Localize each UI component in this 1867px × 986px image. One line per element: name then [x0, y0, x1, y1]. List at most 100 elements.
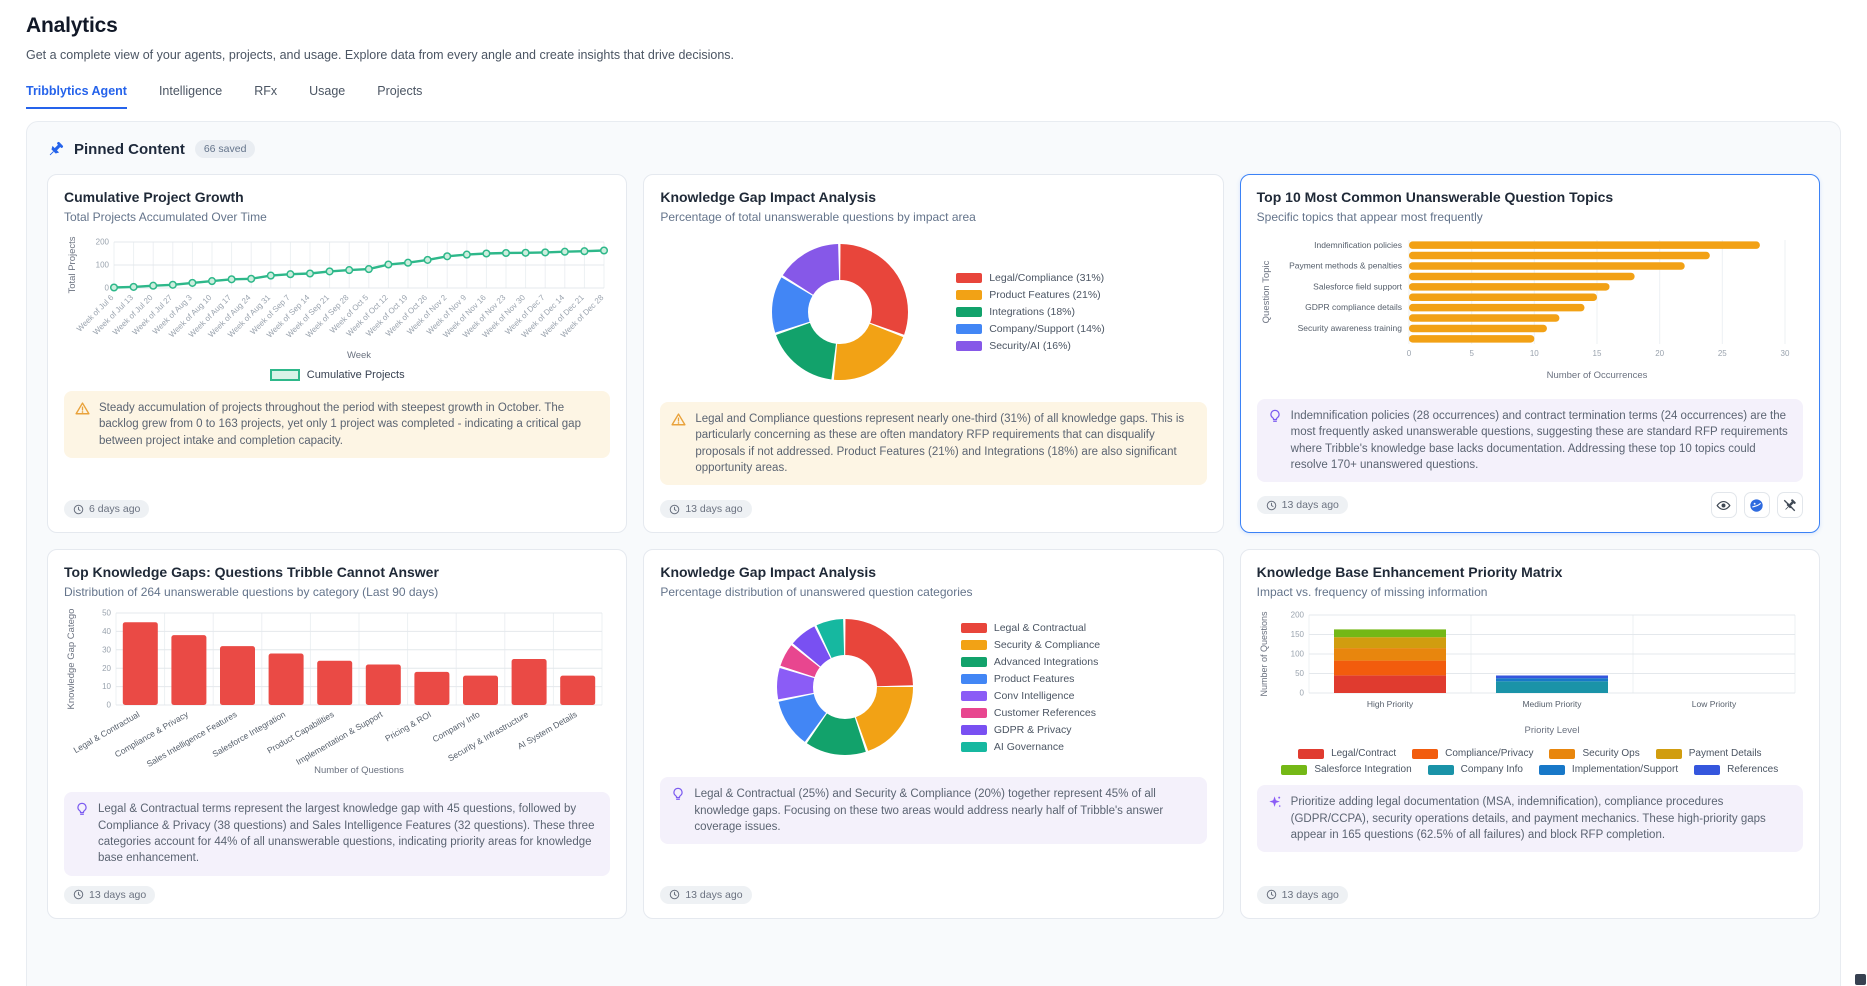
- clock-icon: [670, 504, 680, 515]
- card-subtitle: Percentage distribution of unanswered qu…: [660, 585, 973, 600]
- legend-label: Conv Intelligence: [993, 689, 1075, 702]
- insight-box: Prioritize adding legal documentation (M…: [1256, 785, 1803, 853]
- chart-legend: Legal/Contract Compliance/Privacy Security…: [1270, 748, 1790, 775]
- card-top-10-unanswerable-topics[interactable]: Top 10 Most Common Unanswerable Question…: [1239, 174, 1820, 534]
- legend-label: AI Governance: [993, 740, 1064, 753]
- card-knowledge-gap-impact-analysis-2[interactable]: Knowledge Gap Impact Analysis Percentage…: [643, 549, 1224, 919]
- clock-icon: [1266, 500, 1276, 511]
- timestamp-text: 13 days ago: [1281, 888, 1339, 901]
- pinned-content-panel: Pinned Content 66 saved Cumulative Proje…: [26, 121, 1841, 986]
- legend-label: Advanced Integrations: [993, 655, 1099, 668]
- insight-box: Indemnification policies (28 occurrences…: [1256, 399, 1803, 483]
- svg-text:20: 20: [1655, 349, 1664, 358]
- legend-item: Implementation/Support: [1538, 764, 1678, 775]
- tab-projects[interactable]: Projects: [377, 84, 423, 98]
- card-knowledge-gap-impact-analysis[interactable]: Knowledge Gap Impact Analysis Percentage…: [643, 174, 1224, 534]
- tab-tribblytics-agent[interactable]: Tribblytics Agent: [26, 84, 127, 109]
- bar-chart: 0 10 20 30 40 50 Legal & Contractual Compliance…: [64, 607, 610, 782]
- svg-text:20: 20: [102, 664, 111, 673]
- svg-text:Total Projects: Total Projects: [67, 236, 78, 293]
- card-cumulative-project-growth[interactable]: Cumulative Project Growth Total Projects…: [47, 174, 628, 534]
- svg-text:0: 0: [1299, 689, 1304, 698]
- legend-label: Payment Details: [1688, 748, 1762, 760]
- insight-text: Prioritize adding legal documentation (M…: [1290, 796, 1766, 841]
- legend-label: Product Features (21%): [989, 289, 1101, 301]
- legend-swatch: [956, 324, 983, 334]
- chart-legend: Cumulative Projects: [64, 369, 610, 381]
- warning-icon: [75, 401, 90, 449]
- svg-text:200: 200: [1290, 611, 1304, 620]
- lightbulb-icon: [671, 787, 685, 835]
- card-title: Top Knowledge Gaps: Questions Tribble Ca…: [64, 564, 439, 581]
- legend-swatch: [956, 273, 983, 283]
- pinned-cards-grid: Cumulative Project Growth Total Projects…: [47, 174, 1820, 919]
- card-top-knowledge-gaps[interactable]: Top Knowledge Gaps: Questions Tribble Ca…: [47, 549, 628, 919]
- tab-usage[interactable]: Usage: [309, 84, 346, 98]
- timestamp-text: 13 days ago: [89, 888, 147, 901]
- view-button[interactable]: [1710, 492, 1737, 519]
- insight-box: Legal & Contractual (25%) and Security &…: [660, 777, 1207, 845]
- svg-text:Medium Priority: Medium Priority: [1522, 699, 1582, 709]
- tab-rfx[interactable]: RFx: [254, 84, 278, 98]
- legend-swatch: [1538, 764, 1565, 775]
- unpin-icon: [1784, 499, 1797, 512]
- legend-swatch: [960, 622, 987, 633]
- warning-icon: [671, 412, 686, 476]
- legend-swatch: [956, 307, 983, 317]
- svg-text:100: 100: [1290, 650, 1304, 659]
- svg-text:5: 5: [1469, 349, 1474, 358]
- card-priority-matrix[interactable]: Knowledge Base Enhancement Priority Matr…: [1239, 549, 1820, 919]
- stacked-bar-chart: 0 50 100 150 200 High Priority Medium Priority…: [1257, 607, 1803, 775]
- legend-swatch: [960, 724, 987, 735]
- timestamp-text: 6 days ago: [89, 503, 141, 516]
- legend-item: Security & Compliance: [960, 639, 1100, 651]
- legend-swatch: [960, 707, 987, 718]
- legend-item: Advanced Integrations: [960, 655, 1100, 668]
- unpin-button[interactable]: [1776, 492, 1803, 519]
- svg-text:40: 40: [102, 627, 111, 636]
- card-subtitle: Percentage of total unanswerable questio…: [660, 210, 976, 224]
- tab-intelligence[interactable]: Intelligence: [158, 84, 223, 98]
- svg-text:Priority Level: Priority Level: [1524, 725, 1579, 735]
- timestamp-badge: 13 days ago: [64, 885, 156, 904]
- card-footer: 13 days ago: [1256, 482, 1803, 519]
- svg-text:10: 10: [102, 683, 111, 692]
- card-title: Knowledge Gap Impact Analysis: [660, 189, 877, 205]
- svg-text:GDPR compliance details: GDPR compliance details: [1305, 302, 1402, 312]
- timestamp-text: 13 days ago: [685, 888, 743, 901]
- timestamp-badge: 13 days ago: [1256, 885, 1348, 904]
- svg-text:10: 10: [1530, 349, 1539, 358]
- svg-text:25: 25: [1718, 349, 1727, 358]
- svg-text:50: 50: [102, 609, 111, 618]
- card-footer: 13 days ago: [660, 490, 1206, 519]
- timestamp-text: 13 days ago: [685, 503, 743, 516]
- svg-text:200: 200: [96, 238, 110, 247]
- legend-item: Legal/Contract: [1298, 748, 1396, 759]
- svg-text:Salesforce field support: Salesforce field support: [1313, 281, 1402, 291]
- legend-swatch: [956, 341, 983, 351]
- legend-item: Security/AI (16%): [956, 340, 1105, 352]
- card-actions: [1710, 492, 1803, 519]
- pin-icon: [49, 141, 64, 155]
- insight-box: Legal and Compliance questions represent…: [660, 402, 1207, 486]
- agent-button[interactable]: [1743, 492, 1770, 519]
- legend-item: Company/Support (14%): [956, 323, 1105, 335]
- tribble-logo-icon: [1750, 499, 1764, 512]
- legend-swatch: [1694, 764, 1721, 775]
- card-subtitle: Total Projects Accumulated Over Time: [64, 210, 267, 224]
- svg-text:High Priority: High Priority: [1367, 699, 1414, 709]
- saved-count-badge: 66 saved: [194, 140, 256, 158]
- legend-label: Company Info: [1460, 764, 1523, 776]
- legend-swatch: [960, 741, 987, 752]
- svg-text:15: 15: [1592, 349, 1601, 358]
- card-footer: 6 days ago: [64, 490, 610, 519]
- legend-item: Integrations (18%): [956, 306, 1105, 318]
- legend-swatch: [1655, 748, 1682, 759]
- svg-text:Knowledge Gap Catego: Knowledge Gap Catego: [66, 609, 77, 710]
- legend-label: Customer References: [993, 706, 1096, 719]
- svg-text:Indemnification policies: Indemnification policies: [1314, 240, 1402, 250]
- legend-item: Customer References: [960, 706, 1100, 719]
- card-footer: 13 days ago: [1256, 876, 1803, 904]
- card-footer: 13 days ago: [660, 876, 1206, 904]
